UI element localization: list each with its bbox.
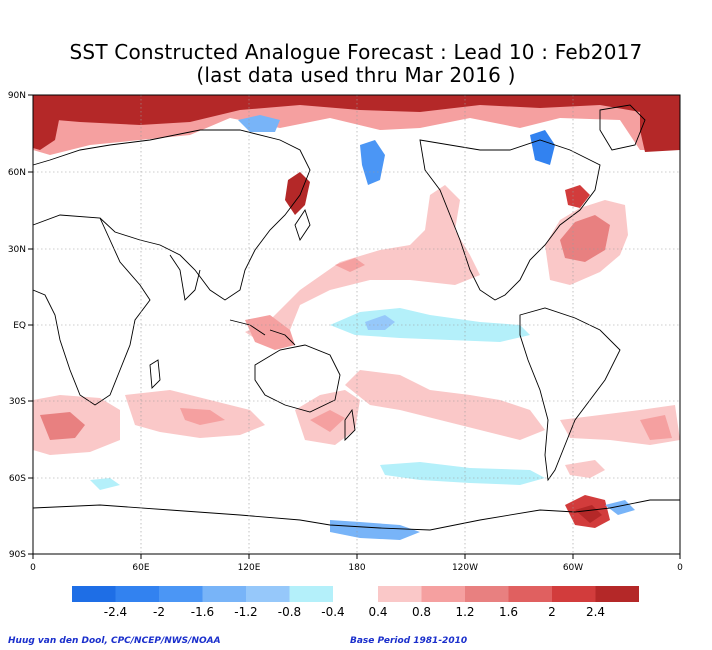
north-america-outline — [419, 139, 601, 301]
eurasia-outline — [32, 129, 311, 301]
colorbar-swatch-negative — [72, 586, 116, 602]
tasman-warm-core — [310, 410, 345, 432]
colorbar-swatch-negative — [202, 586, 246, 602]
arctic-cold-patch — [238, 115, 280, 132]
lon-label: 0 — [30, 563, 36, 573]
colorbar-swatch-negative — [115, 586, 159, 602]
lat-label: 30N — [8, 245, 26, 255]
colorbar-label: -0.4 — [321, 605, 344, 619]
colorbar-label: 2 — [548, 605, 556, 619]
colorbar-swatch-positive — [552, 586, 596, 602]
arctic-warm-west — [33, 110, 60, 150]
lat-label: 60S — [9, 474, 26, 484]
south-pacific-warm — [345, 370, 545, 440]
greenland-outline — [599, 104, 646, 151]
lon-label: 0 — [677, 563, 683, 573]
japan-outline — [294, 208, 311, 242]
lon-label: 120W — [452, 563, 478, 573]
coastlines — [32, 104, 680, 531]
north-pacific-warm-core — [335, 258, 365, 272]
southern-ocean-cold — [330, 520, 420, 540]
colorbar-label: -0.8 — [278, 605, 301, 619]
lon-label: 60E — [132, 563, 149, 573]
maritime-warm — [245, 315, 295, 350]
colorbar-swatch-negative — [159, 586, 203, 602]
colorbar-swatch-positive — [508, 586, 552, 602]
map-panel: 90N 60N 30N EQ 30S 60S 90S 0 60E 120E 18… — [8, 91, 683, 573]
hudson-cold — [530, 130, 555, 165]
longitude-labels: 0 60E 120E 180 120W 60W 0 — [30, 563, 683, 573]
south-atlantic-warm-core — [40, 412, 85, 440]
colorbar: -2.4 -2 -1.6 -1.2 -0.8 -0.4 0.4 0.8 1.2 1.6 2 2.4 — [72, 586, 639, 619]
colorbar-swatch-positive — [465, 586, 509, 602]
colorbar-label: 0.8 — [412, 605, 431, 619]
colorbar-swatch-negative — [246, 586, 290, 602]
madagascar-outline — [149, 359, 161, 390]
lat-label: 30S — [9, 397, 26, 407]
colorbar-label: -2 — [153, 605, 165, 619]
north-atlantic-warm-core — [560, 215, 610, 262]
southern-ocean-cold-3 — [90, 478, 120, 490]
colorbar-label: -2.4 — [104, 605, 127, 619]
arctic-warm-core — [33, 95, 680, 125]
labrador-warm — [565, 185, 590, 208]
lat-label: 90S — [9, 550, 26, 560]
colorbar-label: 1.6 — [499, 605, 518, 619]
lat-label: 60N — [8, 168, 26, 178]
colorbar-label: 0.4 — [368, 605, 387, 619]
colorbar-label: 1.2 — [455, 605, 474, 619]
colorbar-swatch-positive — [595, 586, 639, 602]
south-indian-warm-core — [180, 408, 225, 425]
south-atlantic-60s — [565, 460, 605, 478]
colorbar-swatch-positive — [421, 586, 465, 602]
antarctica-outline — [32, 499, 680, 531]
lat-label: EQ — [13, 321, 26, 331]
arctic-warm-core-east — [640, 100, 680, 152]
lon-label: 180 — [348, 563, 365, 573]
latitude-labels: 90N 60N 30N EQ 30S 60S 90S — [8, 91, 26, 560]
india-outline — [169, 254, 201, 301]
africa-outline — [32, 214, 151, 406]
lon-label: 60W — [563, 563, 583, 573]
equatorial-pacific-cold-core — [365, 315, 395, 330]
south-pacific-cold-west — [605, 500, 635, 515]
gridlines — [33, 95, 680, 554]
colorbar-label: 2.4 — [586, 605, 605, 619]
colorbar-swatch-negative — [289, 586, 333, 602]
base-period-credit: Base Period 1981-2010 — [350, 636, 468, 646]
positive-anomaly-regions — [33, 95, 680, 528]
south-pacific-warm-core — [640, 415, 672, 440]
australia-outline — [254, 344, 341, 413]
bering-cold — [360, 140, 385, 185]
southern-ocean-cold-2 — [380, 462, 545, 485]
lon-label: 120E — [238, 563, 261, 573]
lat-label: 90N — [8, 91, 26, 101]
chart-subtitle: (last data used thru Mar 2016 ) — [196, 63, 516, 87]
author-credit: Huug van den Dool, CPC/NCEP/NWS/NOAA — [8, 636, 221, 646]
okhotsk-warm — [285, 172, 310, 215]
colorbar-swatch-positive — [378, 586, 422, 602]
new-zealand-outline — [344, 408, 356, 442]
chart-title: SST Constructed Analogue Forecast : Lead… — [69, 40, 643, 64]
south-america-outline — [519, 307, 621, 482]
colorbar-label: -1.2 — [234, 605, 257, 619]
colorbar-label: -1.6 — [191, 605, 214, 619]
